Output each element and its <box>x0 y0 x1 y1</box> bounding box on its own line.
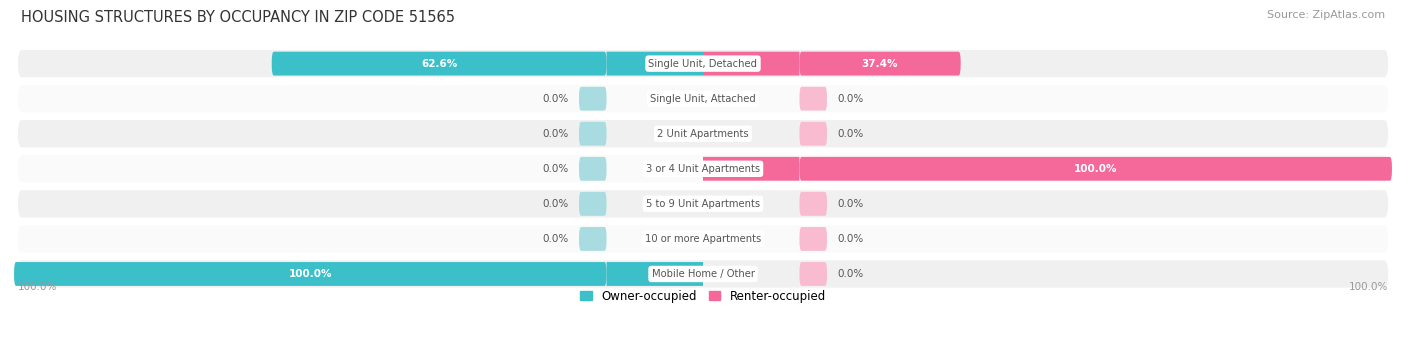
Text: Single Unit, Detached: Single Unit, Detached <box>648 59 758 69</box>
Text: 5 to 9 Unit Apartments: 5 to 9 Unit Apartments <box>645 199 761 209</box>
FancyBboxPatch shape <box>14 262 606 286</box>
FancyBboxPatch shape <box>606 52 703 76</box>
FancyBboxPatch shape <box>579 227 606 251</box>
Text: 0.0%: 0.0% <box>543 129 568 139</box>
FancyBboxPatch shape <box>800 192 827 216</box>
FancyBboxPatch shape <box>800 227 827 251</box>
Text: 0.0%: 0.0% <box>838 199 863 209</box>
FancyBboxPatch shape <box>17 120 1389 147</box>
Text: Mobile Home / Other: Mobile Home / Other <box>651 269 755 279</box>
FancyBboxPatch shape <box>17 225 1389 253</box>
FancyBboxPatch shape <box>800 52 960 76</box>
Text: 10 or more Apartments: 10 or more Apartments <box>645 234 761 244</box>
Text: 3 or 4 Unit Apartments: 3 or 4 Unit Apartments <box>645 164 761 174</box>
FancyBboxPatch shape <box>606 262 703 286</box>
Text: 0.0%: 0.0% <box>543 164 568 174</box>
FancyBboxPatch shape <box>271 52 606 76</box>
FancyBboxPatch shape <box>17 85 1389 112</box>
Text: 100.0%: 100.0% <box>1350 282 1389 292</box>
FancyBboxPatch shape <box>800 122 827 146</box>
Text: 0.0%: 0.0% <box>543 199 568 209</box>
FancyBboxPatch shape <box>17 155 1389 182</box>
Text: 0.0%: 0.0% <box>543 94 568 104</box>
Legend: Owner-occupied, Renter-occupied: Owner-occupied, Renter-occupied <box>575 285 831 307</box>
Text: 2 Unit Apartments: 2 Unit Apartments <box>657 129 749 139</box>
Text: 37.4%: 37.4% <box>862 59 898 69</box>
Text: 0.0%: 0.0% <box>838 269 863 279</box>
FancyBboxPatch shape <box>17 190 1389 218</box>
Text: 0.0%: 0.0% <box>838 129 863 139</box>
FancyBboxPatch shape <box>579 192 606 216</box>
Text: 0.0%: 0.0% <box>838 94 863 104</box>
Text: Source: ZipAtlas.com: Source: ZipAtlas.com <box>1267 10 1385 20</box>
Text: 0.0%: 0.0% <box>838 234 863 244</box>
FancyBboxPatch shape <box>579 122 606 146</box>
FancyBboxPatch shape <box>703 157 800 181</box>
FancyBboxPatch shape <box>800 157 1392 181</box>
FancyBboxPatch shape <box>800 87 827 110</box>
Text: 0.0%: 0.0% <box>543 234 568 244</box>
Text: Single Unit, Attached: Single Unit, Attached <box>650 94 756 104</box>
FancyBboxPatch shape <box>17 50 1389 77</box>
Text: 62.6%: 62.6% <box>420 59 457 69</box>
FancyBboxPatch shape <box>579 157 606 181</box>
FancyBboxPatch shape <box>579 87 606 110</box>
Text: 100.0%: 100.0% <box>1074 164 1118 174</box>
FancyBboxPatch shape <box>800 262 827 286</box>
Text: 100.0%: 100.0% <box>288 269 332 279</box>
FancyBboxPatch shape <box>17 260 1389 288</box>
FancyBboxPatch shape <box>703 52 800 76</box>
Text: HOUSING STRUCTURES BY OCCUPANCY IN ZIP CODE 51565: HOUSING STRUCTURES BY OCCUPANCY IN ZIP C… <box>21 10 456 25</box>
Text: 100.0%: 100.0% <box>17 282 56 292</box>
